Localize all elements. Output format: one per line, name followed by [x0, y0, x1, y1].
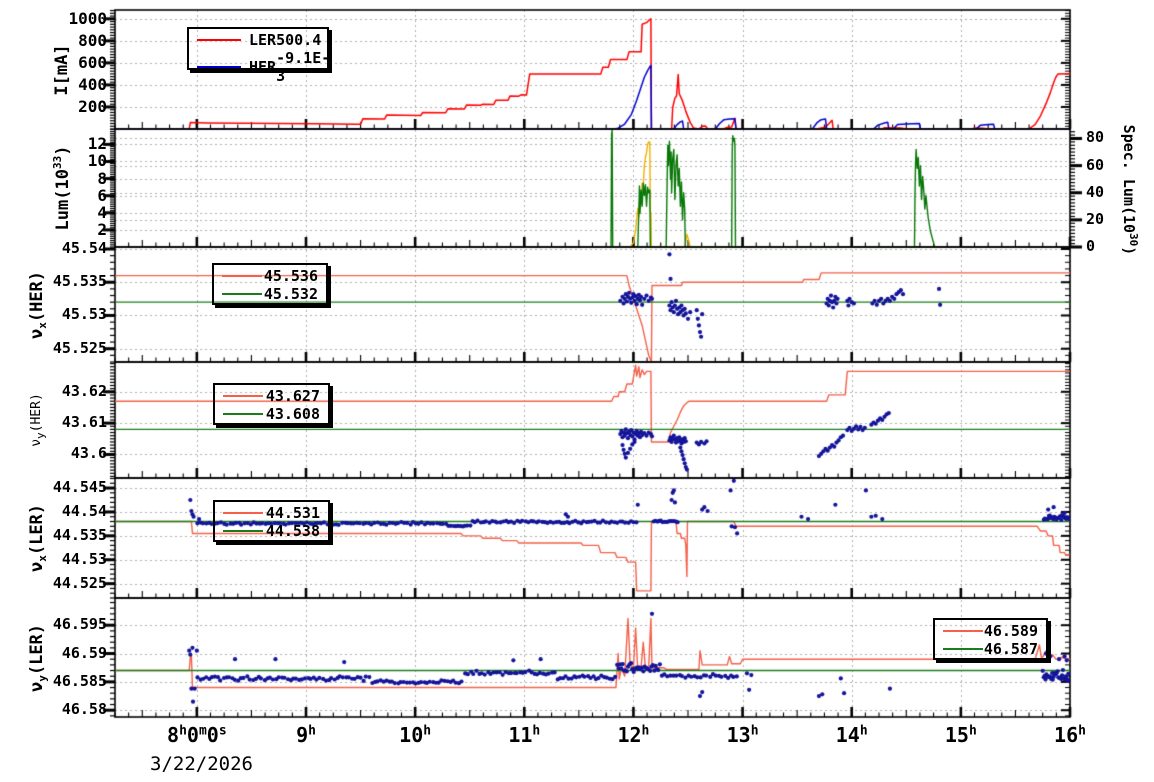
x-tick-label: 11h — [508, 723, 541, 747]
y-tick-label: 8 — [97, 168, 107, 188]
y-tick-label: 2 — [97, 219, 107, 239]
right-y-tick-label: 20 — [1086, 209, 1105, 228]
legend-entry: 43.608 — [223, 405, 320, 423]
legend-value: 46.589 — [983, 622, 1038, 640]
right-y-tick-label: 80 — [1086, 128, 1105, 147]
date-label: 3/22/2026 — [150, 753, 253, 775]
axis-title-luminosity: Lum(1033) — [51, 145, 73, 231]
legend-value: -9.1E-3 — [276, 49, 331, 85]
axis-title-nux_her: νx(HER) — [26, 270, 50, 339]
legend-entry: 45.536 — [222, 267, 318, 285]
setpoint-line-sample-icon — [223, 395, 263, 397]
legend-value: 43.627 — [265, 387, 320, 405]
setpoint-line-sample-icon — [943, 630, 983, 632]
reference-line-sample-icon — [943, 648, 983, 650]
y-tick-label: 200 — [78, 96, 107, 116]
y-tick-label: 45.53 — [61, 305, 107, 324]
y-tick-label: 43.62 — [61, 381, 107, 400]
y-tick-label: 45.525 — [52, 338, 107, 357]
legend-entry: 46.589 — [943, 622, 1038, 640]
y-tick-label: 12 — [87, 134, 107, 154]
setpoint-line-sample-icon — [223, 512, 263, 514]
y-tick-label: 44.54 — [61, 501, 107, 520]
axis-title-nux_ler: νx(LER) — [26, 503, 50, 573]
y-tick-label: 4 — [97, 202, 107, 222]
right-y-tick-label: 0 — [1086, 237, 1096, 255]
y-tick-label: 400 — [78, 74, 107, 94]
x-tick-label: 12h — [617, 723, 650, 747]
reference-line-sample-icon — [223, 413, 263, 415]
legend-value: 44.531 — [265, 504, 320, 522]
y-tick-label: 46.585 — [52, 671, 107, 690]
x-tick-label: 14h — [835, 723, 868, 747]
x-tick-label: 15h — [944, 723, 977, 747]
legend-entry: 44.531 — [223, 504, 320, 522]
legend-nux-her: 45.536 45.532 — [212, 263, 328, 305]
legend-value: 45.536 — [263, 267, 318, 285]
legend-label: LER — [249, 31, 277, 49]
axis-title-current: I[mA] — [52, 43, 72, 96]
legend-entry: 46.587 — [943, 640, 1038, 658]
ler-line-sample-icon — [197, 39, 241, 41]
axis-title-nuy_ler: νy(LER) — [26, 623, 50, 692]
legend-current: LER 500.4 HER -9.1E-3 — [187, 27, 330, 85]
reference-line-sample-icon — [223, 530, 263, 532]
reference-line-sample-icon — [222, 293, 262, 295]
y-tick-label: 600 — [78, 52, 107, 72]
x-tick-label: 13h — [726, 723, 759, 747]
y-tick-label: 44.535 — [52, 525, 107, 544]
axis-title-nuy_her: νy(HER) — [29, 393, 47, 447]
legend-entry: LER 500.4 — [197, 31, 322, 49]
y-tick-label: 46.59 — [61, 643, 107, 662]
x-tick-label: 10h — [399, 723, 432, 747]
legend-value: 500.4 — [276, 31, 322, 49]
legend-value: 43.608 — [265, 405, 320, 423]
y-tick-label: 45.54 — [61, 238, 107, 257]
legend-entry: 43.627 — [223, 387, 320, 405]
legend-value: 46.587 — [983, 640, 1038, 658]
y-tick-label: 43.6 — [70, 444, 107, 463]
y-tick-label: 44.53 — [61, 549, 107, 568]
legend-nux-ler: 44.531 44.538 — [213, 500, 330, 542]
right-y-tick-label: 60 — [1086, 155, 1105, 174]
y-tick-label: 6 — [97, 185, 107, 205]
legend-value: 44.538 — [265, 522, 320, 540]
setpoint-line-sample-icon — [222, 275, 262, 277]
y-tick-label: 46.58 — [61, 700, 107, 719]
legend-value: 45.532 — [263, 285, 318, 303]
y-tick-label: 44.545 — [52, 478, 107, 497]
y-tick-label: 45.535 — [52, 272, 107, 291]
x-tick-label: 8h0m0s — [167, 723, 227, 747]
legend-entry: 45.532 — [222, 285, 318, 303]
y-tick-label: 44.525 — [52, 573, 107, 592]
y-tick-label: 46.595 — [52, 615, 107, 634]
x-tick-label: 9h — [296, 723, 316, 747]
axis-title-spec-lum: Spec. Lum(1030) — [1120, 124, 1140, 256]
y-tick-label: 1000 — [68, 8, 107, 28]
y-tick-label: 43.61 — [61, 413, 107, 432]
y-tick-label: 800 — [78, 30, 107, 50]
right-y-tick-label: 40 — [1086, 182, 1105, 201]
x-tick-label: 16h — [1054, 723, 1086, 747]
legend-nuy-her: 43.627 43.608 — [213, 383, 330, 425]
y-tick-label: 10 — [87, 151, 107, 171]
her-line-sample-icon — [197, 66, 241, 68]
legend-entry: 44.538 — [223, 522, 320, 540]
legend-nuy-ler: 46.589 46.587 — [933, 618, 1048, 660]
legend-label: HER — [249, 58, 277, 76]
legend-entry: HER -9.1E-3 — [197, 49, 330, 85]
